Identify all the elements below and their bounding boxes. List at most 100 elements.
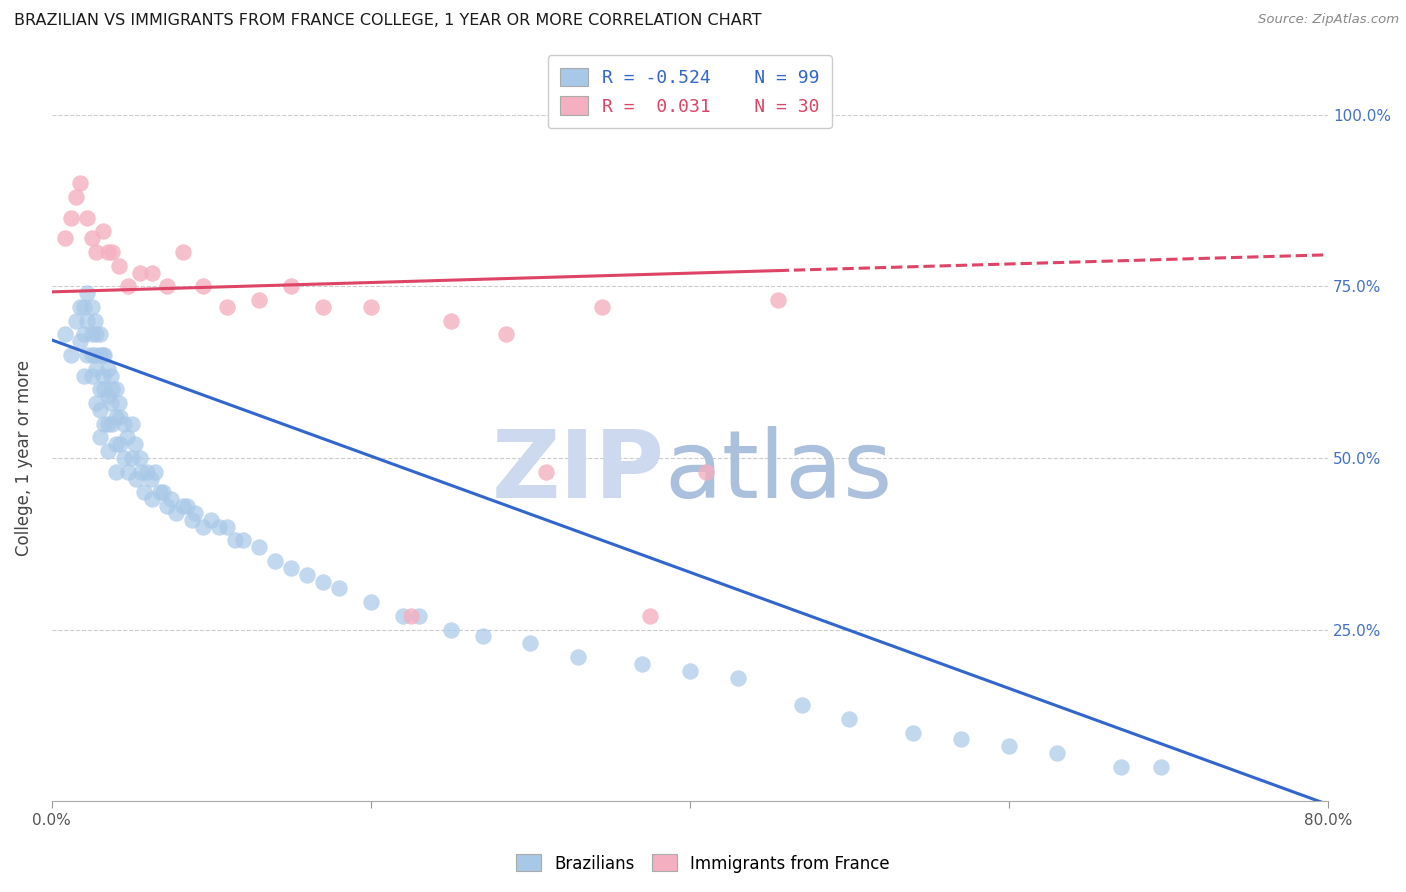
Point xyxy=(76,348,98,362)
Point xyxy=(73,327,96,342)
Point xyxy=(86,245,108,260)
Point xyxy=(193,279,215,293)
Point xyxy=(312,300,335,314)
Point xyxy=(80,231,103,245)
Point xyxy=(181,513,204,527)
Point xyxy=(117,465,139,479)
Point xyxy=(86,396,108,410)
Point xyxy=(160,492,183,507)
Point xyxy=(134,485,156,500)
Point xyxy=(97,444,120,458)
Legend: Brazilians, Immigrants from France: Brazilians, Immigrants from France xyxy=(509,847,897,880)
Point xyxy=(83,314,105,328)
Point xyxy=(91,224,114,238)
Point xyxy=(1109,760,1132,774)
Point xyxy=(104,437,127,451)
Point xyxy=(89,348,111,362)
Point xyxy=(439,314,461,328)
Point xyxy=(224,533,246,548)
Point xyxy=(100,368,122,383)
Point xyxy=(360,300,382,314)
Point xyxy=(727,671,749,685)
Point xyxy=(86,361,108,376)
Point xyxy=(193,519,215,533)
Point xyxy=(408,608,430,623)
Point xyxy=(247,540,270,554)
Point xyxy=(73,300,96,314)
Point xyxy=(97,361,120,376)
Point xyxy=(679,664,702,678)
Point xyxy=(152,485,174,500)
Point xyxy=(76,314,98,328)
Point xyxy=(232,533,254,548)
Point xyxy=(328,582,350,596)
Point xyxy=(217,519,239,533)
Text: atlas: atlas xyxy=(665,425,893,517)
Point xyxy=(125,471,148,485)
Point xyxy=(107,259,129,273)
Point xyxy=(59,211,82,225)
Point xyxy=(129,465,152,479)
Y-axis label: College, 1 year or more: College, 1 year or more xyxy=(15,359,32,556)
Point xyxy=(59,348,82,362)
Point xyxy=(110,409,132,424)
Point xyxy=(391,608,413,623)
Point xyxy=(53,231,76,245)
Point xyxy=(69,300,91,314)
Point xyxy=(76,211,98,225)
Point xyxy=(80,348,103,362)
Point xyxy=(200,513,222,527)
Point xyxy=(149,485,172,500)
Point xyxy=(89,403,111,417)
Point xyxy=(101,245,124,260)
Point xyxy=(1149,760,1171,774)
Point xyxy=(101,382,124,396)
Point xyxy=(838,712,860,726)
Point xyxy=(536,465,558,479)
Point xyxy=(112,417,135,431)
Point xyxy=(110,437,132,451)
Point xyxy=(567,650,589,665)
Point xyxy=(83,348,105,362)
Point xyxy=(101,417,124,431)
Point xyxy=(80,327,103,342)
Point xyxy=(121,417,143,431)
Point xyxy=(69,334,91,349)
Point xyxy=(176,499,198,513)
Point xyxy=(65,190,87,204)
Point xyxy=(76,286,98,301)
Point xyxy=(93,417,115,431)
Point xyxy=(184,506,207,520)
Point xyxy=(519,636,541,650)
Point xyxy=(280,279,302,293)
Point xyxy=(80,368,103,383)
Point xyxy=(264,554,287,568)
Point xyxy=(495,327,517,342)
Point xyxy=(89,327,111,342)
Point xyxy=(790,698,813,712)
Point xyxy=(86,327,108,342)
Point xyxy=(104,382,127,396)
Point xyxy=(208,519,231,533)
Point xyxy=(145,465,167,479)
Point xyxy=(638,608,661,623)
Point xyxy=(247,293,270,307)
Point xyxy=(97,417,120,431)
Point xyxy=(97,245,120,260)
Point xyxy=(217,300,239,314)
Point xyxy=(139,471,162,485)
Point xyxy=(631,657,654,671)
Point xyxy=(73,368,96,383)
Text: BRAZILIAN VS IMMIGRANTS FROM FRANCE COLLEGE, 1 YEAR OR MORE CORRELATION CHART: BRAZILIAN VS IMMIGRANTS FROM FRANCE COLL… xyxy=(14,13,762,29)
Point xyxy=(1046,746,1069,760)
Point xyxy=(471,629,494,643)
Point xyxy=(89,382,111,396)
Point xyxy=(156,279,179,293)
Point xyxy=(141,492,163,507)
Point xyxy=(93,348,115,362)
Legend: R = -0.524    N = 99, R =  0.031    N = 30: R = -0.524 N = 99, R = 0.031 N = 30 xyxy=(548,55,832,128)
Point xyxy=(156,499,179,513)
Point xyxy=(766,293,789,307)
Point xyxy=(280,561,302,575)
Point xyxy=(80,300,103,314)
